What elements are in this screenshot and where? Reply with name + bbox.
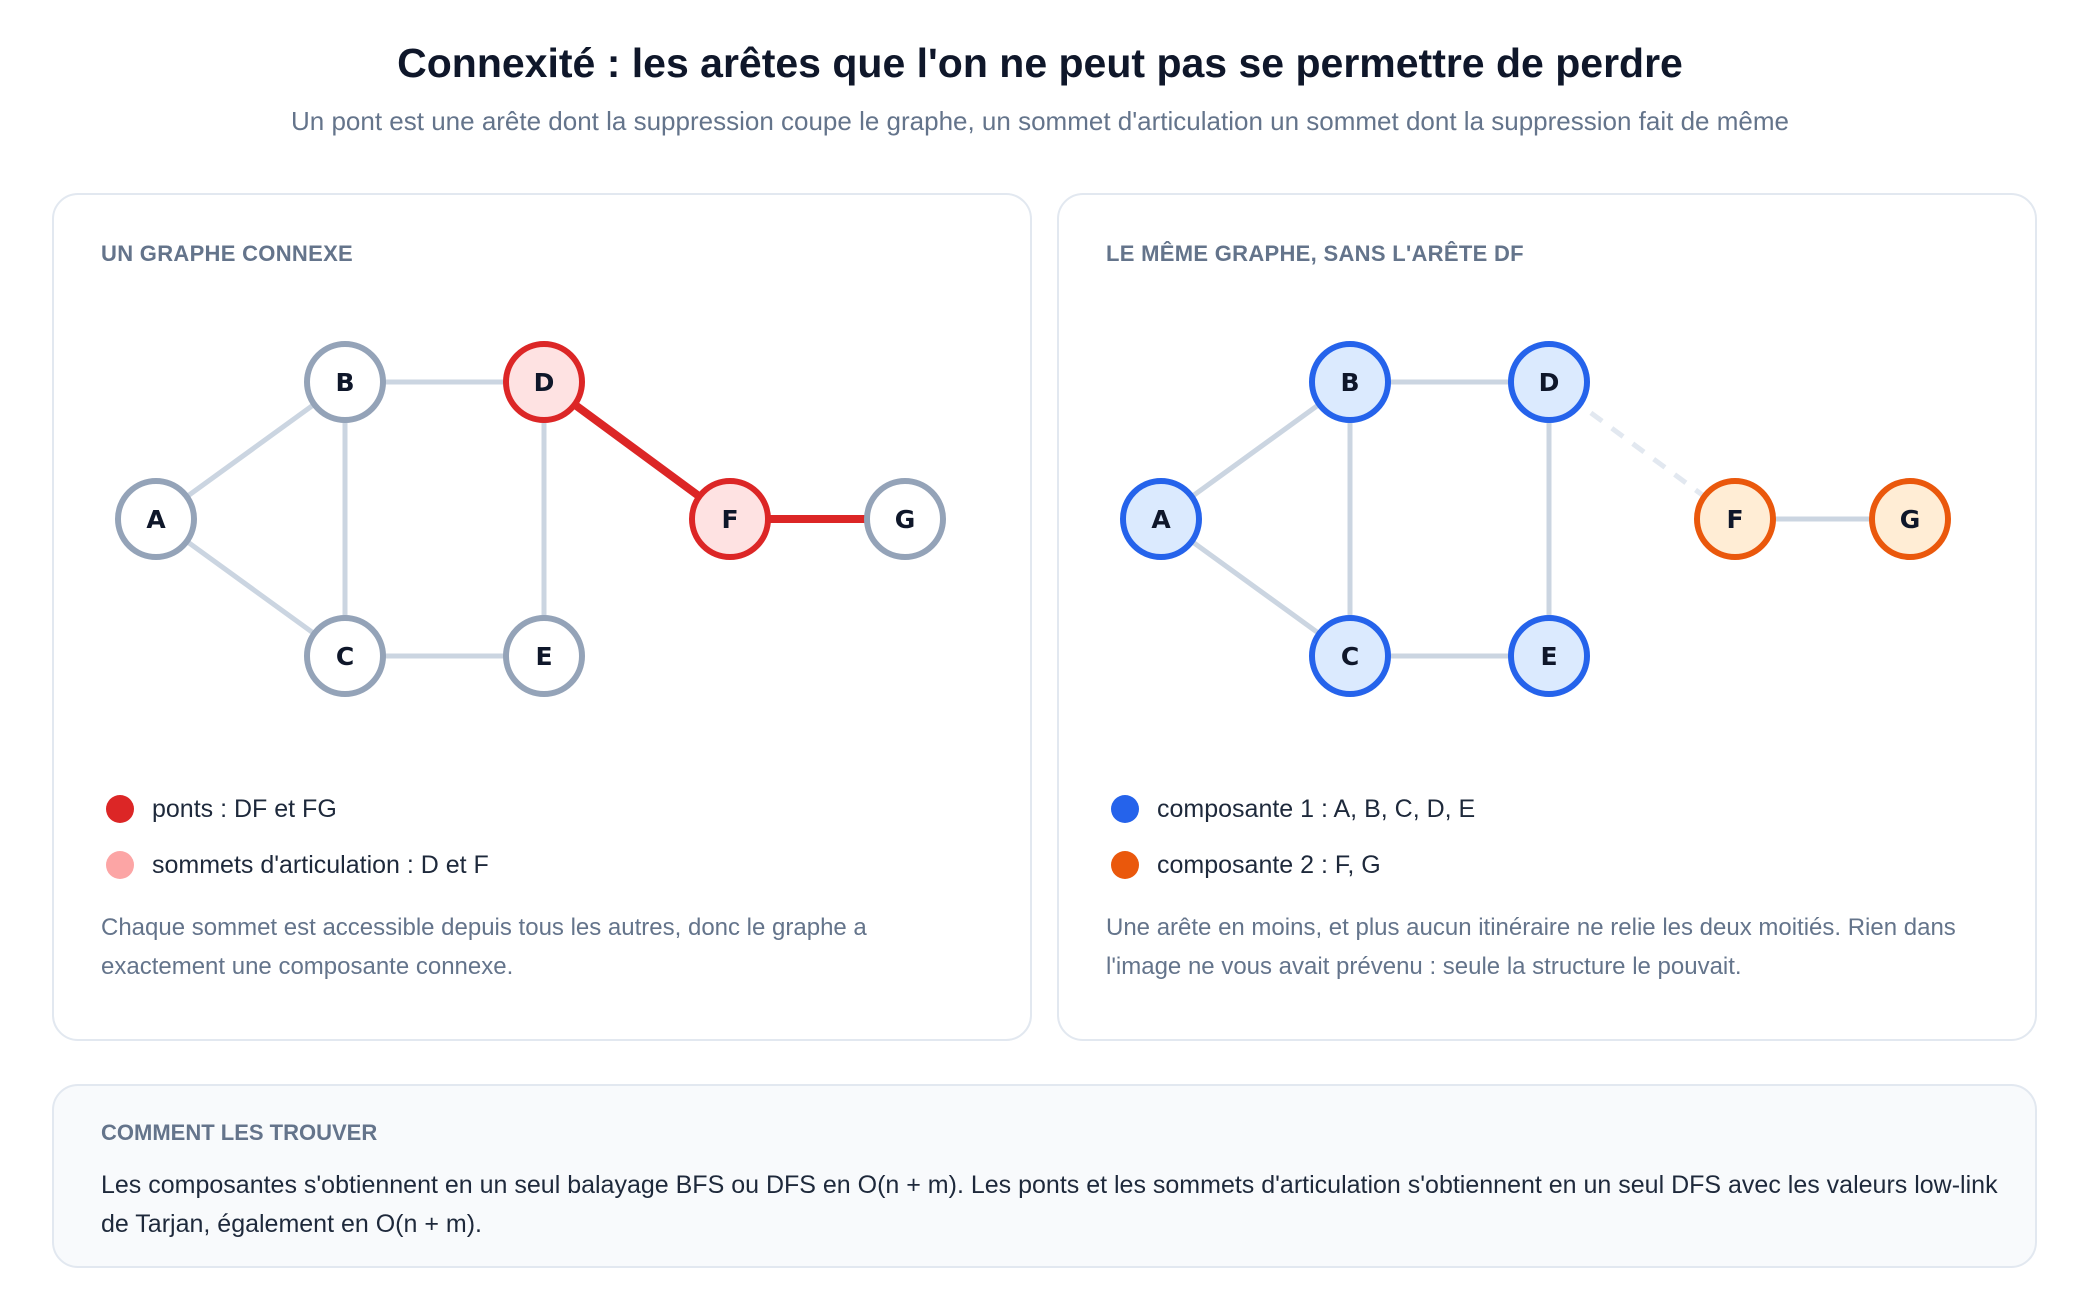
node-B: B: [304, 341, 386, 423]
box-text: Les composantes s'obtiennent en un seul …: [101, 1171, 1998, 1238]
node-E: E: [503, 615, 585, 697]
node-circle: [1869, 478, 1951, 560]
connected-graph-panel: UN GRAPHE CONNEXE A B C D E F G ponts : DF et …: [52, 193, 1032, 1041]
node-circle: [503, 341, 585, 423]
legend-label: composante 2 : F, G: [1157, 850, 1381, 879]
node-label: E: [1540, 642, 1557, 671]
node-label: D: [534, 368, 555, 397]
panel-note: Une arête en moins, et plus aucun itinér…: [1106, 914, 1956, 980]
algorithm-note-box: COMMENT LES TROUVER Les composantes s'ob…: [52, 1084, 2037, 1268]
node-G: G: [1869, 478, 1951, 560]
node-A: A: [1120, 478, 1202, 560]
node-circle: [864, 478, 946, 560]
legend-item-bridges: ponts : DF et FG: [106, 781, 489, 837]
node-label: G: [895, 505, 916, 534]
bridge-color-swatch: [106, 795, 134, 823]
node-B: B: [1309, 341, 1391, 423]
legend: composante 1 : A, B, C, D, E composante …: [1111, 781, 1475, 893]
articulation-color-swatch: [106, 851, 134, 879]
legend-item-component-2: composante 2 : F, G: [1111, 837, 1475, 893]
node-circle: [503, 615, 585, 697]
page-title: Connexité : les arêtes que l'on ne peut …: [397, 40, 1683, 86]
node-label: G: [1900, 505, 1921, 534]
legend-item-articulation-points: sommets d'articulation : D et F: [106, 837, 489, 893]
node-circle: [1508, 615, 1590, 697]
component-2-color-swatch: [1111, 851, 1139, 879]
node-label: A: [1151, 505, 1171, 534]
node-F: F: [689, 478, 771, 560]
node-label: A: [146, 505, 166, 534]
node-label: B: [335, 368, 354, 397]
node-circle: [1508, 341, 1590, 423]
node-label: C: [1341, 642, 1359, 671]
component-1-color-swatch: [1111, 795, 1139, 823]
node-circle: [1309, 615, 1391, 697]
node-D: D: [1508, 341, 1590, 423]
split-graph-diagram: A B C D E F G: [1120, 341, 1951, 697]
legend: ponts : DF et FG sommets d'articulation …: [106, 781, 489, 893]
node-circle: [689, 478, 771, 560]
legend-label: sommets d'articulation : D et F: [152, 850, 489, 879]
node-circle: [304, 341, 386, 423]
node-label: F: [1726, 505, 1743, 534]
node-label: B: [1340, 368, 1359, 397]
node-D: D: [503, 341, 585, 423]
node-C: C: [304, 615, 386, 697]
node-circle: [1120, 478, 1202, 560]
node-E: E: [1508, 615, 1590, 697]
node-label: F: [721, 505, 738, 534]
node-circle: [115, 478, 197, 560]
node-F: F: [1694, 478, 1776, 560]
legend-label: ponts : DF et FG: [152, 794, 337, 823]
node-C: C: [1309, 615, 1391, 697]
node-A: A: [115, 478, 197, 560]
panel-note: Chaque sommet est accessible depuis tous…: [101, 914, 867, 980]
node-label: E: [535, 642, 552, 671]
panel-title: UN GRAPHE CONNEXE: [101, 241, 354, 266]
node-circle: [1694, 478, 1776, 560]
node-label: D: [1539, 368, 1560, 397]
node-circle: [304, 615, 386, 697]
box-title: COMMENT LES TROUVER: [101, 1120, 378, 1145]
page-subtitle: Un pont est une arête dont la suppressio…: [291, 106, 1789, 136]
legend-label: composante 1 : A, B, C, D, E: [1157, 794, 1476, 823]
node-G: G: [864, 478, 946, 560]
connected-graph-diagram: A B C D E F G: [115, 341, 946, 697]
node-label: C: [336, 642, 354, 671]
panel-title: LE MÊME GRAPHE, SANS L'ARÊTE DF: [1106, 241, 1524, 266]
legend-item-component-1: composante 1 : A, B, C, D, E: [1111, 781, 1475, 837]
node-circle: [1309, 341, 1391, 423]
